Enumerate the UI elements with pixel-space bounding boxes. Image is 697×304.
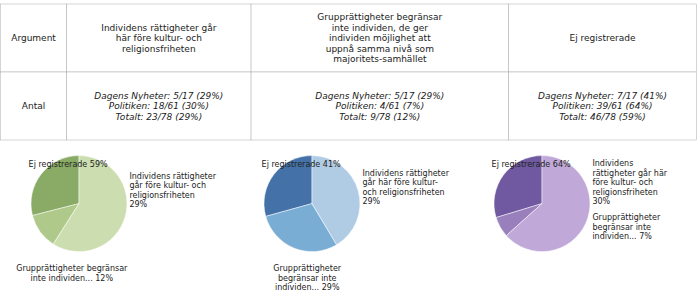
table-cell	[509, 72, 697, 140]
pie-chart: Ej registrerade 64% Individensrättigheter…	[492, 156, 668, 252]
table-cell	[67, 72, 251, 140]
table-cell	[509, 4, 697, 72]
pie-slices	[31, 156, 127, 252]
table-cell	[251, 4, 509, 72]
table-text: Individens rättigheter gårhär före kultu…	[101, 22, 216, 53]
pie-annotation: Individens rättighetergår före kultur- o…	[129, 171, 216, 209]
table-text: Dagens Nyheter: 5/17 (29%)Politiken: 18/…	[94, 90, 223, 121]
pie-chart: Ej registrerade 59% Individens rättighete…	[16, 156, 216, 283]
pie-annotation: Ej registrerade 59%	[29, 160, 108, 169]
table-text: Argument	[11, 33, 56, 43]
table-cell	[251, 72, 509, 140]
pie-annotation: Individensrättigheter går härföre kultur…	[592, 159, 667, 206]
table-text: Ej registrerade	[570, 33, 636, 43]
pie-slice	[53, 156, 127, 252]
pie-slice	[312, 156, 360, 245]
pie-slices	[494, 156, 590, 252]
pie-annotation: Individens rättighetergår här före kultu…	[362, 168, 449, 206]
table-cell	[1, 4, 67, 72]
table-text: Dagens Nyheter: 5/17 (29%)Politiken: 4/6…	[315, 90, 444, 121]
table-cell	[67, 4, 251, 72]
table-cell	[1, 72, 67, 140]
pie-annotation: Grupprättigheterbegränsar inteindividen.…	[592, 213, 661, 241]
table-text: Dagens Nyheter: 7/17 (41%)Politiken: 39/…	[538, 90, 667, 121]
pie-slices	[264, 156, 360, 252]
table-text: Grupprättigheter begränsarinte individen…	[317, 12, 442, 64]
pie-slice	[506, 156, 590, 252]
table: Argument Individens rättigheter gårhär fö…	[1, 4, 697, 140]
pie-annotation: Ej registrerade 64%	[492, 160, 571, 169]
pie-annotation: Grupprättigheterbegränsar inteindividen.…	[273, 264, 342, 292]
pie-chart: Ej registrerade 41% Individens rättighete…	[262, 156, 450, 292]
chart-canvas: Argument Individens rättigheter gårhär fö…	[0, 0, 697, 304]
pie-annotation: Grupprättigheter begränsarinte individen…	[16, 264, 128, 283]
table-text: Antal	[22, 101, 45, 111]
pie-annotation: Ej registrerade 41%	[262, 160, 341, 169]
